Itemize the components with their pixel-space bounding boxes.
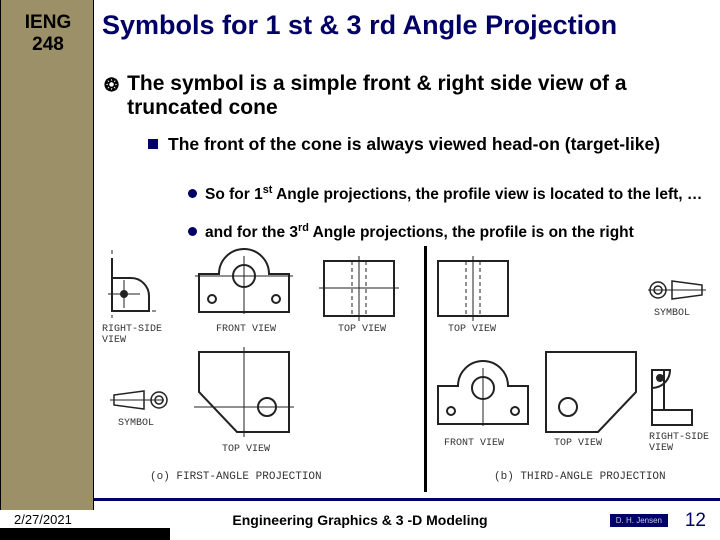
dot-bullet-icon <box>188 189 197 198</box>
first-angle-svg <box>94 246 424 492</box>
square-bullet-icon <box>148 139 158 149</box>
footer-rule <box>94 498 720 501</box>
footer-page-number: 12 <box>685 510 706 532</box>
bullet-level1: ❂ The symbol is a simple front & right s… <box>104 72 712 120</box>
dg-left-tv: TOP VIEW <box>338 324 386 335</box>
bullet-level3a-text: So for 1st Angle projections, the profil… <box>205 184 712 204</box>
course-code: IENG 248 <box>5 12 91 56</box>
dg-left-caption: (o) FIRST-ANGLE PROJECTION <box>150 471 322 483</box>
dg-left-fv: FRONT VIEW <box>216 324 276 335</box>
dg-left-symbol: SYMBOL <box>118 418 154 429</box>
dg-left-tv2: TOP VIEW <box>222 444 270 455</box>
course-code-line1: IENG <box>5 12 91 34</box>
bullet-level2: The front of the cone is always viewed h… <box>148 134 712 155</box>
footer: 2/27/2021 Engineering Graphics & 3 -D Mo… <box>0 510 720 540</box>
bullet-icon: ❂ <box>104 72 119 120</box>
bullet-level3a: So for 1st Angle projections, the profil… <box>188 184 712 204</box>
dg-right-tv: TOP VIEW <box>448 324 496 335</box>
slide-title: Symbols for 1 st & 3 rd Angle Projection <box>102 10 716 41</box>
bullet-level3b-text: and for the 3rd Angle projections, the p… <box>205 222 712 242</box>
dg-right-symbol: SYMBOL <box>654 308 690 319</box>
dg-right-rsv: RIGHT-SIDE VIEW <box>649 432 709 454</box>
footer-black-block <box>0 528 170 540</box>
footer-author: D. H. Jensen <box>610 514 668 527</box>
dg-right-fv: FRONT VIEW <box>444 438 504 449</box>
sidebar: IENG 248 <box>0 0 94 540</box>
bullet-level3b: and for the 3rd Angle projections, the p… <box>188 222 712 242</box>
dg-right-caption: (b) THIRD-ANGLE PROJECTION <box>494 471 666 483</box>
third-angle-svg <box>428 246 720 492</box>
dg-right-tv2: TOP VIEW <box>554 438 602 449</box>
projection-diagram: RIGHT-SIDE VIEW FRONT VIEW TOP VIEW SYMB… <box>94 246 720 492</box>
dg-left-rsv: RIGHT-SIDE VIEW <box>102 324 162 346</box>
bullet-level2-text: The front of the cone is always viewed h… <box>168 134 712 155</box>
diagram-divider <box>424 246 427 492</box>
bullet-level1-text: The symbol is a simple front & right sid… <box>127 72 712 120</box>
course-code-line2: 248 <box>5 34 91 56</box>
dot-bullet-icon <box>188 227 197 236</box>
